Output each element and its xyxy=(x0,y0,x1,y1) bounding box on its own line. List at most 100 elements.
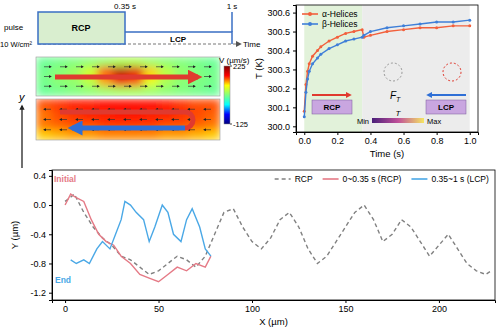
tick-label: 0.8 xyxy=(431,136,444,146)
tick-mark xyxy=(345,300,346,303)
tick-label: 300.2 xyxy=(267,84,290,94)
velocity-cells xyxy=(36,57,220,96)
tick-mark xyxy=(470,132,471,135)
flow-arrow xyxy=(76,86,83,87)
series-point xyxy=(435,21,438,24)
colorbar-tick xyxy=(230,66,232,67)
cell xyxy=(174,130,190,140)
flow-arrow xyxy=(60,86,67,87)
rcp-label: RCP xyxy=(71,23,90,33)
legend-marker xyxy=(308,22,312,26)
flow-arrow xyxy=(124,66,131,67)
tick: 0 xyxy=(63,300,68,314)
legend-swatch xyxy=(411,178,427,180)
series-point xyxy=(308,70,311,73)
x-axis-title: X (µm) xyxy=(259,316,288,327)
series-point xyxy=(311,55,314,58)
legend-swatch xyxy=(275,178,291,180)
series-point xyxy=(468,19,471,22)
legend-swatch xyxy=(323,178,339,180)
flow-arrow xyxy=(44,129,51,130)
tick-label: 1.0 xyxy=(464,136,477,146)
tick: 0.0 xyxy=(33,200,52,210)
cell xyxy=(174,99,190,110)
series-point xyxy=(386,30,389,33)
tick-label: -0.4 xyxy=(30,230,46,240)
plot-area xyxy=(303,19,471,119)
series-point xyxy=(303,115,306,118)
tick-label: 100 xyxy=(245,304,260,314)
series-point xyxy=(304,91,307,94)
cell xyxy=(174,57,190,67)
temperature-scale xyxy=(372,118,424,123)
cell xyxy=(97,86,113,96)
cell xyxy=(128,57,144,67)
force-subscript: T xyxy=(396,96,401,103)
cell xyxy=(97,130,113,140)
series-point xyxy=(319,53,322,56)
y-axis: 0.40.0-0.4-0.8-1.2 xyxy=(30,171,52,301)
series-point xyxy=(419,26,422,29)
lcp-box xyxy=(426,100,466,114)
tick-label: 300.5 xyxy=(267,27,290,37)
series-point xyxy=(362,34,365,37)
tick-label: 300.4 xyxy=(267,46,290,56)
velocity-panel xyxy=(36,99,220,140)
inset: RCPLCPFTTMinMax xyxy=(312,63,466,126)
cell xyxy=(205,109,220,120)
legend-label: RCP xyxy=(295,174,313,184)
flow-arrow xyxy=(124,86,131,87)
tick-mark xyxy=(293,88,296,89)
flow-arrow xyxy=(204,66,211,67)
panel-frame xyxy=(36,99,220,140)
colorbar-tick-label: -125 xyxy=(233,120,248,129)
tick: 300.0 xyxy=(267,122,296,132)
tick-label: -1.2 xyxy=(30,288,46,298)
pulse-label: pulse xyxy=(4,23,24,32)
velocity-panel xyxy=(36,57,220,96)
flow-arrow xyxy=(92,119,99,120)
tick-mark xyxy=(49,263,52,264)
flow-arrow xyxy=(188,86,195,87)
cell xyxy=(36,57,52,67)
series-point xyxy=(319,45,322,48)
series-point xyxy=(316,57,319,60)
tick-label: 0.4 xyxy=(33,171,46,181)
cell xyxy=(205,99,220,110)
panel-frame xyxy=(36,57,220,96)
cell xyxy=(36,77,52,87)
cell xyxy=(67,86,83,96)
legend: α-Helicesβ-Helices xyxy=(302,9,358,29)
cell xyxy=(51,86,67,96)
axis-line xyxy=(53,301,496,304)
tick-mark xyxy=(370,132,371,135)
series-point xyxy=(386,26,389,29)
regions xyxy=(304,5,469,132)
tick-label: 300.3 xyxy=(267,65,290,75)
tick-mark xyxy=(49,293,52,294)
temperature-label: T xyxy=(396,109,402,118)
flow-arrow xyxy=(108,86,115,87)
tick: 0.6 xyxy=(398,132,411,146)
tick-mark xyxy=(437,132,438,135)
tick-mark xyxy=(304,132,305,135)
x-axis: 050100150200 xyxy=(53,300,496,314)
colorbar: 225-125V (µm/s) xyxy=(219,56,250,129)
series-point xyxy=(452,21,455,24)
legend-item: β-Helices xyxy=(302,19,358,29)
min-label: Min xyxy=(357,117,369,126)
flow-arrow xyxy=(204,119,211,120)
tick-mark xyxy=(404,132,405,135)
legend-item: 0.35~1 s (LCP) xyxy=(411,174,489,184)
cell xyxy=(189,99,205,110)
tick-label: 0.0 xyxy=(33,200,46,210)
flow-arrow xyxy=(108,66,115,67)
tick: 0.8 xyxy=(431,132,444,146)
lcp-pulse xyxy=(125,32,232,44)
cell xyxy=(67,130,83,140)
flow-arrow xyxy=(156,66,163,67)
colorbar-label: V (µm/s) xyxy=(219,56,250,65)
flow-arrow xyxy=(204,129,211,130)
tick-mark xyxy=(49,176,52,177)
flow-arrow xyxy=(140,66,147,67)
